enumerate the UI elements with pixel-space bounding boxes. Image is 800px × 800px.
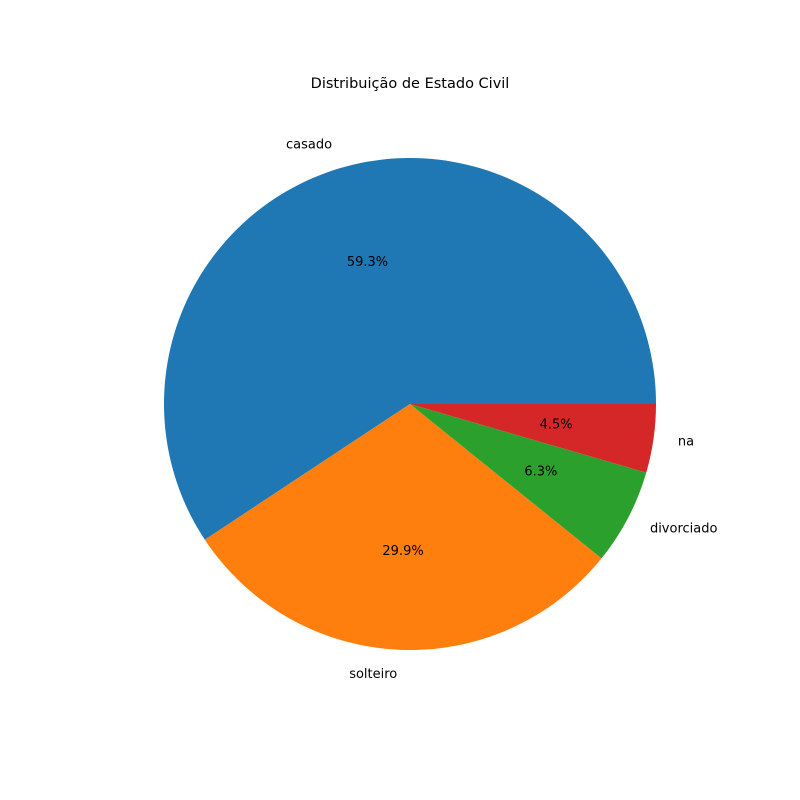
slice-value-casado: 59.3% xyxy=(347,255,388,270)
pie-slices xyxy=(163,157,656,650)
pie-slice-na xyxy=(410,404,656,473)
slice-value-divorciado: 6.3% xyxy=(524,465,557,480)
slice-label-divorciado: divorciado xyxy=(650,522,718,537)
slice-label-casado: casado xyxy=(286,137,332,152)
chart-title: Distribuição de Estado Civil xyxy=(311,76,510,92)
slice-label-na: na xyxy=(678,435,694,450)
slice-value-solteiro: 29.9% xyxy=(382,544,423,559)
category-labels: casado solteiro divorciado na xyxy=(286,137,717,681)
slice-label-solteiro: solteiro xyxy=(349,667,397,682)
pie-slice-divorciado xyxy=(410,404,647,559)
pie-slice-solteiro xyxy=(204,404,602,650)
pie-slice-casado xyxy=(163,157,656,540)
slice-value-na: 4.5% xyxy=(540,417,573,432)
percentage-labels: 59.3% 29.9% 6.3% 4.5% xyxy=(347,255,573,559)
